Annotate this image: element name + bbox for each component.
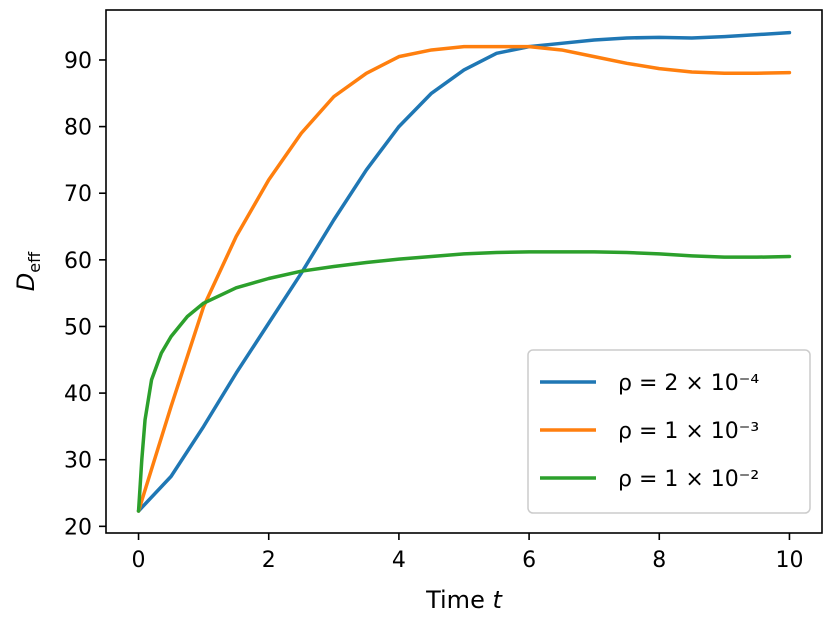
plot-frame bbox=[105, 9, 823, 534]
y-tick-label: 30 bbox=[64, 449, 92, 474]
series-line-2 bbox=[136, 44, 792, 513]
y-tick-label: 20 bbox=[64, 515, 92, 540]
y-tick-label: 50 bbox=[64, 315, 92, 340]
series-line-3 bbox=[136, 250, 792, 513]
series-line-1 bbox=[136, 30, 792, 513]
x-tick-label: 0 bbox=[132, 548, 146, 573]
x-tick-label: 6 bbox=[522, 548, 536, 573]
x-axis-label: Time t bbox=[425, 586, 503, 614]
y-tick-label: 90 bbox=[64, 49, 92, 74]
y-axis-label: Deff bbox=[12, 251, 44, 291]
legend-label-1: ρ = 2 × 10⁻⁴ bbox=[618, 371, 759, 396]
legend: ρ = 2 × 10⁻⁴ ρ = 1 × 10⁻³ ρ = 1 × 10⁻² bbox=[527, 349, 811, 514]
y-tick-label: 70 bbox=[64, 182, 92, 207]
x-tick-label: 8 bbox=[652, 548, 666, 573]
y-tick-label: 60 bbox=[64, 249, 92, 274]
legend-box bbox=[527, 349, 811, 514]
y-tick-label: 40 bbox=[64, 382, 92, 407]
x-axis: 0 2 4 6 8 10 bbox=[132, 533, 803, 573]
plot-area bbox=[105, 9, 823, 534]
x-tick-label: 4 bbox=[392, 548, 406, 573]
y-tick-label: 80 bbox=[64, 116, 92, 141]
legend-label-2: ρ = 1 × 10⁻³ bbox=[618, 419, 759, 444]
x-tick-label: 10 bbox=[775, 548, 803, 573]
legend-label-3: ρ = 1 × 10⁻² bbox=[618, 467, 759, 492]
x-tick-label: 2 bbox=[262, 548, 276, 573]
y-axis: 20 30 40 50 60 70 80 90 bbox=[64, 49, 106, 540]
